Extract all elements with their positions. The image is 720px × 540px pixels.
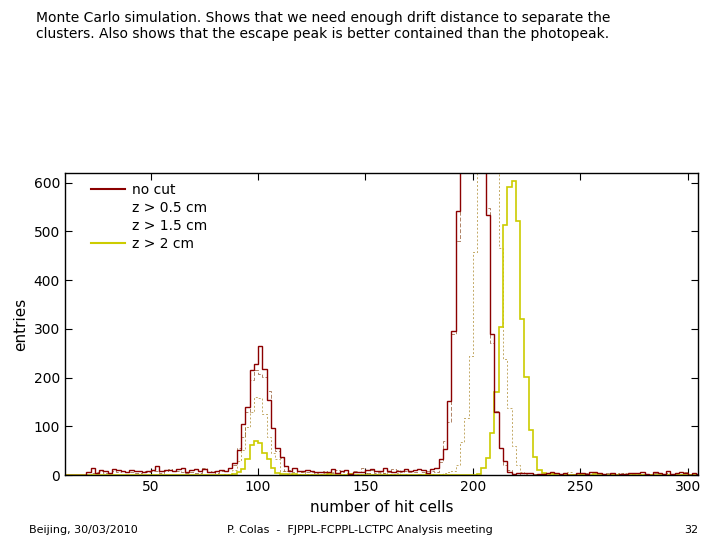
Text: 32: 32 — [684, 524, 698, 535]
X-axis label: number of hit cells: number of hit cells — [310, 500, 454, 515]
Text: P. Colas  -  FJPPL-FCPPL-LCTPC Analysis meeting: P. Colas - FJPPL-FCPPL-LCTPC Analysis me… — [227, 524, 493, 535]
Legend: no cut, z > 0.5 cm, z > 1.5 cm, z > 2 cm: no cut, z > 0.5 cm, z > 1.5 cm, z > 2 cm — [91, 183, 207, 251]
Y-axis label: entries: entries — [13, 298, 28, 350]
Text: Monte Carlo simulation. Shows that we need enough drift distance to separate the: Monte Carlo simulation. Shows that we ne… — [36, 11, 611, 41]
Text: Beijing, 30/03/2010: Beijing, 30/03/2010 — [29, 524, 138, 535]
